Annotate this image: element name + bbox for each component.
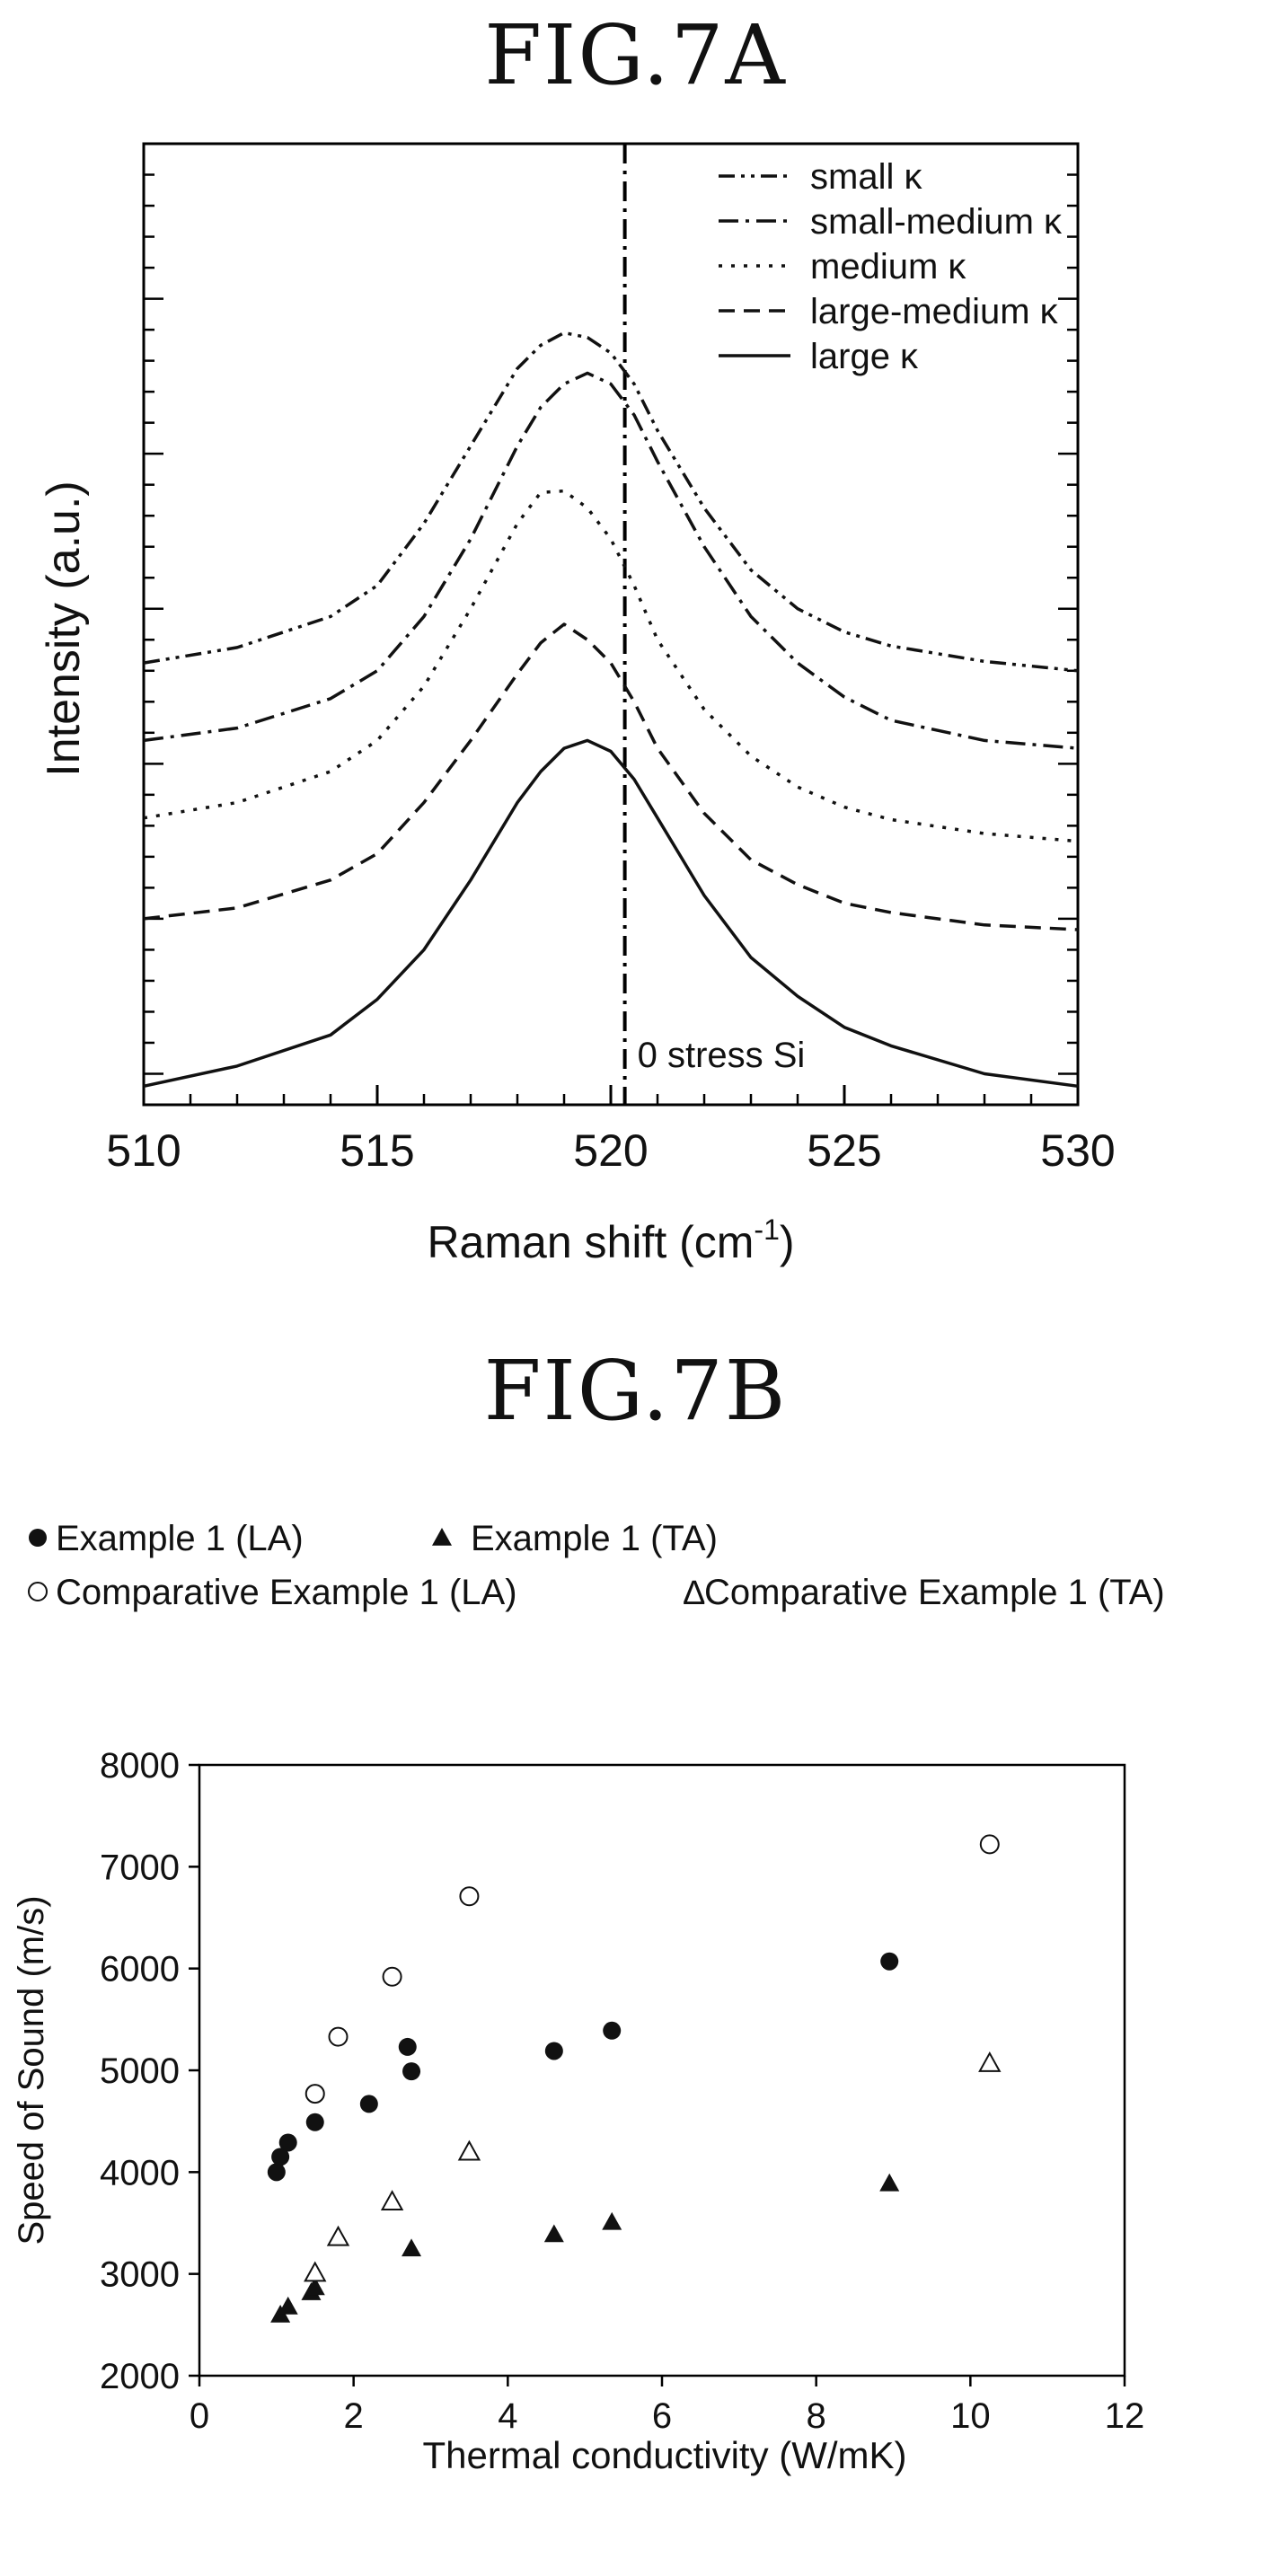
series-line-3 (143, 622, 1079, 931)
series-line-1 (143, 371, 1079, 750)
y-tick-label: 3000 (100, 2255, 180, 2295)
series-0-point (305, 2113, 324, 2131)
x-tick-label: 6 (652, 2396, 672, 2436)
y-tick-label: 2000 (100, 2357, 180, 2396)
legend-label-2: Comparative Example 1 (LA) (56, 1573, 517, 1612)
series-line-2 (143, 489, 1079, 843)
x-axis-label: Raman shift (cm-1) (427, 1213, 794, 1267)
raman-spectrum-chart: 510 515 520 525 530 0 stress Si small κ small-m… (38, 142, 1116, 1267)
x-tick-label: 520 (573, 1125, 648, 1176)
series-2-point (459, 1886, 480, 1907)
x-tick-label: 530 (1040, 1125, 1115, 1176)
y-tick-label: 4000 (100, 2153, 180, 2192)
x-tick-label: 2 (344, 2396, 364, 2436)
legend-label-3: large-medium κ (810, 292, 1059, 331)
legend-label-1: small-medium κ (810, 202, 1063, 242)
x-tick-label: 12 (1105, 2396, 1145, 2436)
series-3-point (304, 2261, 327, 2282)
legend-label-1: Example 1 (TA) (471, 1519, 718, 1558)
x-tick-label: 525 (807, 1125, 881, 1176)
series-3-point (326, 2225, 350, 2246)
x-tick-label: 8 (807, 2396, 826, 2436)
series-3-point (380, 2190, 404, 2210)
series-line-0 (143, 331, 1079, 673)
series-3-point (457, 2139, 481, 2161)
x-tick-label: 4 (498, 2396, 517, 2436)
series-0-point (880, 1952, 899, 1971)
series-0-point (271, 2148, 290, 2166)
legend-marker-2 (28, 1582, 48, 1601)
legend-symbol-3: Δ (683, 1575, 705, 1612)
figure-7b-title: FIG.7B (483, 1343, 788, 1439)
series-0-point (544, 2042, 563, 2060)
x-tick-label: 510 (106, 1125, 181, 1176)
legend-marker-0 (29, 1529, 47, 1547)
y-axis-label: Intensity (a.u.) (38, 481, 90, 776)
series-1-point (278, 2296, 298, 2315)
x-tick-label: 0 (190, 2396, 209, 2436)
x-tick-label: 515 (340, 1125, 414, 1176)
zero-stress-label: 0 stress Si (638, 1036, 806, 1075)
legend-label-2: medium κ (810, 247, 966, 287)
series-0-point (603, 2021, 622, 2040)
series-1-point (879, 2173, 900, 2192)
legend-marker-1 (432, 1528, 452, 1546)
y-tick-label: 5000 (100, 2051, 180, 2091)
series-0-point (402, 2062, 421, 2081)
y-axis-label: Speed of Sound (m/s) (12, 1895, 51, 2245)
figure-7a-title: FIG.7A (484, 7, 787, 103)
series-0-point (398, 2037, 417, 2056)
x-tick-label: 10 (950, 2396, 991, 2436)
y-tick-label: 7000 (100, 1848, 180, 1887)
series-2-point (382, 1966, 402, 1987)
series-1-point (543, 2224, 564, 2243)
series-1-point (305, 2277, 325, 2296)
series-0-point (359, 2095, 378, 2113)
series-0-point (267, 2163, 286, 2182)
y-tick-label: 8000 (100, 1746, 180, 1786)
series-1-point (402, 2238, 422, 2257)
series-1-point (602, 2211, 622, 2230)
legend-label-4: large κ (810, 337, 919, 376)
series-3-point (978, 2051, 1002, 2072)
legend-label-0: small κ (810, 157, 922, 197)
series-line-4 (143, 738, 1079, 1089)
legend-label-0: Example 1 (LA) (56, 1519, 304, 1558)
x-axis-label: Thermal conductivity (W/mK) (422, 2434, 906, 2476)
series-0-point (278, 2133, 297, 2152)
y-tick-label: 6000 (100, 1950, 180, 1989)
series-2-point (979, 1834, 1000, 1855)
series-2-point (305, 2084, 325, 2104)
series-2-point (328, 2026, 349, 2047)
legend-label-3: Comparative Example 1 (TA) (704, 1573, 1165, 1612)
